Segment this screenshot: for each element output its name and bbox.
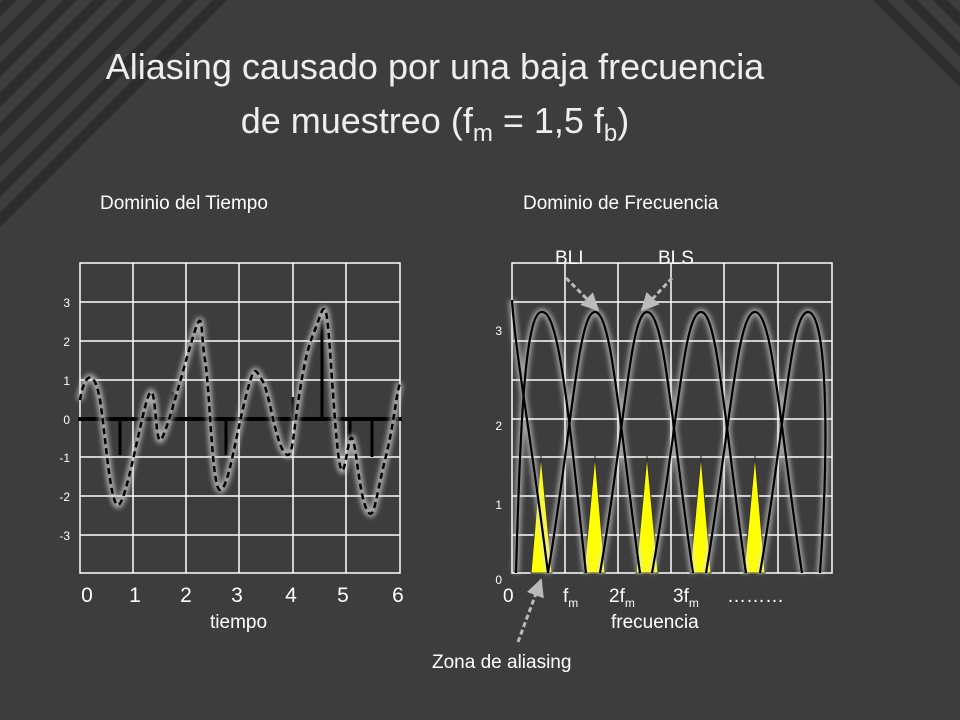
annotation-arrows xyxy=(516,276,674,643)
time-domain-heading: Dominio del Tiempo xyxy=(100,193,268,214)
spectrum-lobe xyxy=(510,299,550,574)
spectrum-lobe xyxy=(758,310,827,574)
slide-title-line-2: de muestreo (fm = 1,5 fb) xyxy=(240,100,630,147)
freq-xtick-ellipsis: ……… xyxy=(727,586,784,607)
spectrum-lobe xyxy=(598,310,695,574)
time-ytick: -3 xyxy=(59,529,70,543)
aliasing-zone xyxy=(635,455,659,574)
aliasing-zones xyxy=(530,455,766,574)
time-xtick: 5 xyxy=(337,584,349,607)
time-xtick: 0 xyxy=(81,584,93,607)
freq-ytick: 0 xyxy=(495,573,502,587)
spectrum-lobe xyxy=(704,310,804,574)
bls-arrow xyxy=(640,276,674,312)
freq-xtick-0: 0 xyxy=(503,586,514,607)
time-ytick: -2 xyxy=(59,490,70,504)
freq-xtick-2fm: 2fm xyxy=(609,586,635,610)
freq-ytick: 3 xyxy=(495,324,502,338)
spectrum-lobe xyxy=(514,310,588,574)
time-axis-label: tiempo xyxy=(210,612,268,633)
freq-xtick-fm: fm xyxy=(563,586,579,610)
slide-title-line-1: Aliasing causado por una baja frecuencia xyxy=(105,46,765,87)
aliasing-zone-arrow xyxy=(516,578,544,643)
time-xtick: 1 xyxy=(129,584,141,607)
time-ytick: 2 xyxy=(63,335,70,349)
aliasing-zone xyxy=(583,455,606,574)
frequency-domain-heading: Dominio de Frecuencia xyxy=(523,193,719,214)
bls-label: BLS xyxy=(658,248,694,269)
aliasing-zone xyxy=(743,455,766,574)
freq-ytick: 1 xyxy=(495,498,502,512)
aliasing-zone xyxy=(689,455,712,574)
time-ytick: 0 xyxy=(63,413,70,427)
frequency-axis-label: frecuencia xyxy=(611,612,699,633)
aliasing-zone-label: Zona de aliasing xyxy=(432,652,572,673)
time-xtick: 3 xyxy=(231,584,243,607)
time-xtick: 6 xyxy=(392,584,404,607)
freq-xtick-3fm: 3fm xyxy=(673,586,699,610)
time-xtick: 4 xyxy=(285,584,297,607)
time-ytick: -1 xyxy=(59,451,70,465)
time-ytick: 3 xyxy=(63,296,70,310)
time-ytick: 1 xyxy=(63,374,70,388)
freq-ytick: 2 xyxy=(495,419,502,433)
bli-arrow xyxy=(564,276,600,312)
spectrum-lobe xyxy=(650,310,748,574)
spectrum-lobe xyxy=(546,310,642,574)
time-xtick: 2 xyxy=(180,584,192,607)
bli-label: BLI xyxy=(555,248,584,269)
sampled-signal-curve xyxy=(78,307,402,516)
spectrum-lobes xyxy=(510,299,827,574)
